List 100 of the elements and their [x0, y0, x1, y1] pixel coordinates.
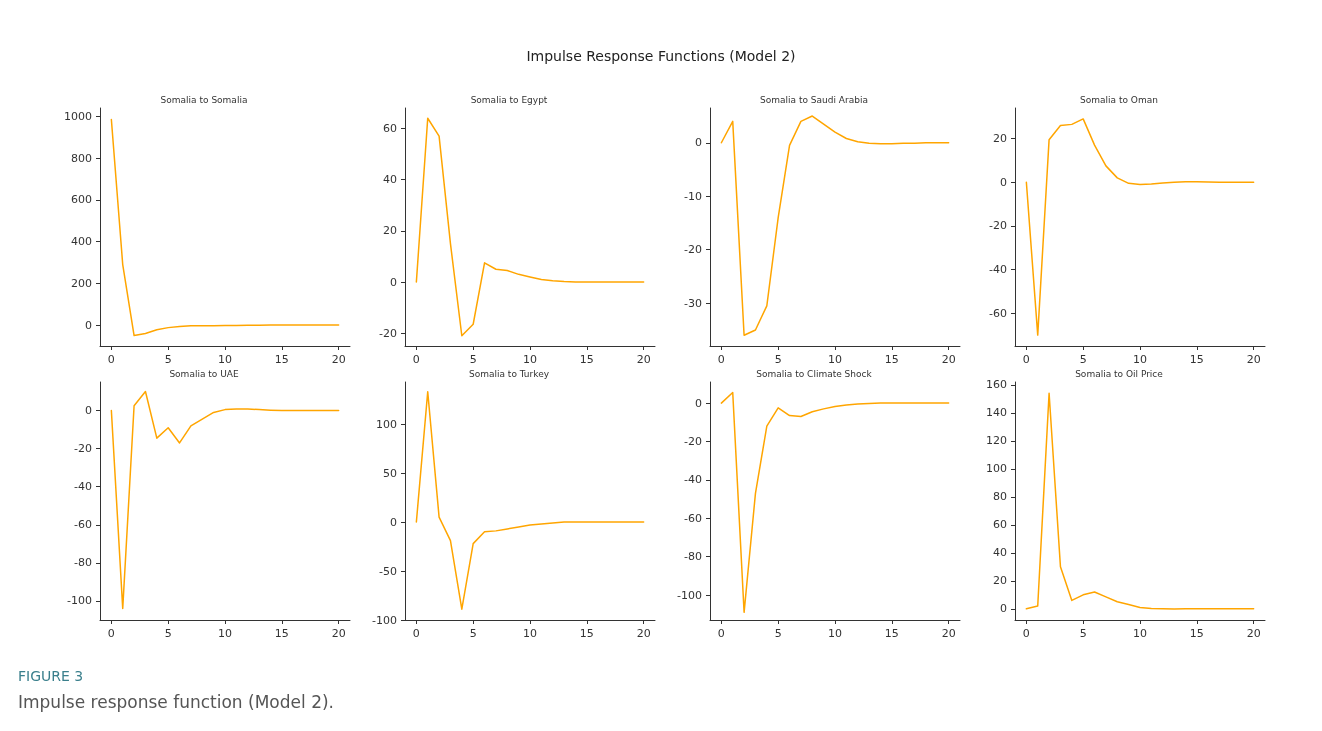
y-tick-label: -100: [67, 594, 92, 608]
x-tick-label: 5: [469, 353, 477, 366]
y-tick-label: -40: [74, 480, 92, 494]
x-tick-label: 20: [941, 627, 956, 640]
line-series: [415, 391, 645, 610]
y-tick-label: 600: [71, 193, 92, 207]
y-tick-label: 20: [993, 132, 1007, 146]
y-tick-label: 40: [383, 173, 397, 187]
y-tick-label: -10: [684, 189, 702, 203]
y-tick-label: 20: [383, 224, 397, 238]
y-tick-label: 0: [695, 396, 702, 410]
x-tick-label: 20: [636, 353, 651, 366]
y-tick-label: 0: [695, 136, 702, 150]
x-tick-label: 20: [1246, 627, 1261, 640]
y-tick-label: 100: [986, 462, 1007, 476]
x-tick-label: 15: [274, 353, 289, 366]
x-tick-label: 5: [1079, 353, 1087, 366]
line-series: [415, 117, 645, 337]
x-tick-label: 0: [412, 353, 420, 366]
x-tick-label: 10: [828, 627, 842, 640]
x-tick-label: 15: [1189, 353, 1204, 366]
x-tick-label: 5: [1079, 627, 1087, 640]
x-tick-label: 10: [523, 627, 537, 640]
x-tick-label: 10: [523, 353, 537, 366]
y-tick-label: -100: [372, 613, 397, 627]
x-tick-label: 15: [579, 353, 594, 366]
x-tick-label: 10: [828, 353, 842, 366]
x-tick-label: 20: [636, 627, 651, 640]
x-tick-label: 10: [1133, 353, 1147, 366]
y-tick-label: -80: [684, 550, 702, 564]
x-tick-label: 20: [331, 627, 346, 640]
y-tick-label: -20: [74, 442, 92, 456]
y-tick-label: 1000: [64, 109, 92, 123]
x-tick-label: 20: [1246, 353, 1261, 366]
y-tick-label: 100: [376, 417, 397, 431]
x-tick-label: 0: [412, 627, 420, 640]
y-tick-label: 800: [71, 151, 92, 165]
x-tick-label: 0: [717, 627, 725, 640]
y-tick-label: 20: [993, 574, 1007, 588]
x-tick-label: 15: [274, 627, 289, 640]
x-tick-label: 20: [941, 353, 956, 366]
y-tick-label: 0: [390, 275, 397, 289]
chart-title: Somalia to Egypt: [470, 94, 548, 105]
y-tick-label: 80: [993, 490, 1007, 504]
x-tick-label: 15: [884, 353, 899, 366]
y-tick-label: 0: [1000, 602, 1007, 616]
y-tick-label: -20: [684, 243, 702, 257]
line-series: [720, 391, 950, 614]
y-tick-label: -60: [684, 511, 702, 525]
line-series: [1025, 392, 1255, 610]
chart-title: Somalia to Oil Price: [1075, 368, 1164, 379]
y-tick-label: 0: [1000, 175, 1007, 189]
caption: FIGURE 3: [18, 668, 84, 684]
x-tick-label: 5: [774, 353, 782, 366]
line-series: [1025, 118, 1255, 336]
x-tick-label: 0: [1022, 627, 1030, 640]
line-series: [110, 390, 340, 610]
y-tick-label: -60: [989, 306, 1007, 320]
y-tick-label: 120: [986, 434, 1007, 448]
chart-title: Somalia to Saudi Arabia: [760, 94, 868, 105]
x-tick-label: 5: [164, 353, 172, 366]
line-series: [720, 115, 950, 337]
x-tick-label: 20: [331, 353, 346, 366]
y-tick-label: 400: [71, 235, 92, 249]
x-tick-label: 5: [469, 627, 477, 640]
x-tick-label: 5: [774, 627, 782, 640]
text: Impulse Response Functions (Model 2): [525, 48, 797, 64]
text: Impulse response function (Model 2).: [18, 692, 334, 712]
x-tick-label: 0: [1022, 353, 1030, 366]
line-series: [110, 118, 340, 337]
y-tick-label: -20: [379, 326, 397, 340]
x-tick-label: 10: [218, 353, 232, 366]
chart-title: Somalia to Somalia: [160, 94, 248, 105]
x-tick-label: 0: [107, 627, 115, 640]
y-tick-label: 200: [71, 276, 92, 290]
x-tick-label: 5: [164, 627, 172, 640]
x-tick-label: 15: [579, 627, 594, 640]
x-tick-label: 15: [1189, 627, 1204, 640]
x-tick-label: 15: [884, 627, 899, 640]
y-tick-label: -30: [684, 296, 702, 310]
x-tick-label: 0: [717, 353, 725, 366]
y-tick-label: 60: [993, 518, 1007, 532]
y-tick-label: -50: [379, 564, 397, 578]
y-tick-label: 140: [986, 406, 1007, 420]
y-tick-label: -80: [74, 556, 92, 570]
y-tick-label: -20: [989, 219, 1007, 233]
chart-title: Somalia to Oman: [1080, 94, 1158, 105]
chart-title: Somalia to Climate Shock: [756, 368, 873, 379]
y-tick-label: -20: [684, 435, 702, 448]
y-tick-label: 60: [383, 121, 397, 135]
y-tick-label: -100: [677, 588, 702, 602]
y-tick-label: 0: [85, 318, 92, 332]
x-tick-label: 10: [1133, 627, 1147, 640]
y-tick-label: -40: [684, 473, 702, 487]
y-tick-label: -40: [989, 263, 1007, 277]
y-tick-label: 40: [993, 546, 1007, 560]
y-tick-label: 50: [383, 466, 397, 480]
y-tick-label: 0: [390, 515, 397, 529]
y-tick-label: 160: [986, 378, 1007, 392]
y-tick-label: -60: [74, 518, 92, 532]
